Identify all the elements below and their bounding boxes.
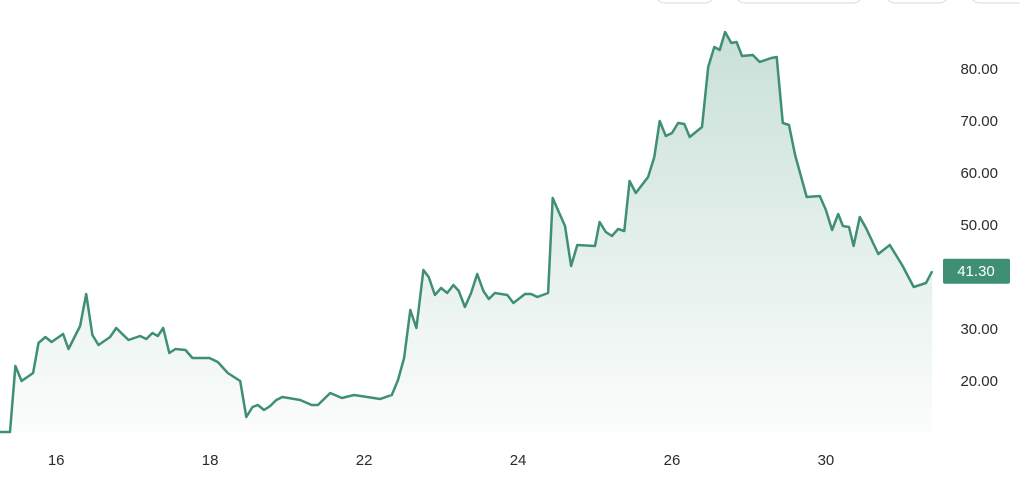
y-tick-label: 80.00: [960, 61, 998, 78]
y-tick-label: 70.00: [960, 113, 998, 130]
y-tick-label: 60.00: [960, 165, 998, 182]
x-tick-label: 30: [818, 452, 835, 469]
price-tag: [943, 258, 1010, 284]
x-tick-label: 26: [664, 452, 681, 469]
x-tick-label: 22: [356, 452, 373, 469]
range-button[interactable]: [885, 0, 949, 4]
range-button[interactable]: [655, 0, 715, 4]
x-tick-label: 18: [202, 452, 219, 469]
y-tick-label: 30.00: [960, 321, 998, 338]
range-button[interactable]: [735, 0, 863, 4]
y-tick-label: 50.00: [960, 217, 998, 234]
x-tick-label: 24: [510, 452, 527, 469]
price-tag-label: 41.30: [957, 263, 995, 280]
area: [0, 32, 933, 432]
line: [0, 30, 934, 434]
x-tick-label: 16: [48, 452, 65, 469]
plot-area: 20.0030.0040.0050.0060.0070.0080.0016182…: [0, 30, 1010, 469]
y-tick-label: 20.00: [960, 373, 998, 390]
range-button[interactable]: [970, 0, 1020, 4]
